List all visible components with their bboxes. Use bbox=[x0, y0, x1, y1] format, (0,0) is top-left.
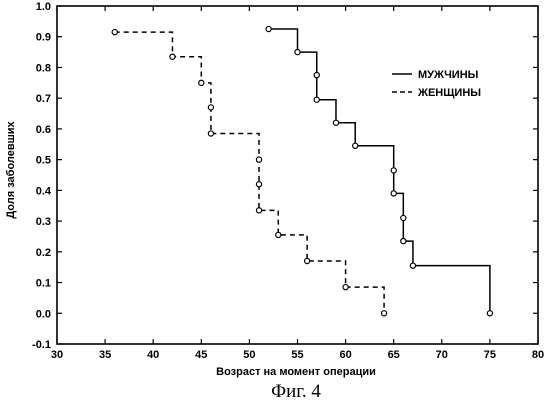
x-tick-label: 30 bbox=[51, 349, 63, 361]
men-point bbox=[313, 71, 320, 79]
series-line-women bbox=[114, 31, 385, 314]
men-point bbox=[265, 25, 272, 33]
axes: 30 35 40 45 50 55 60 65 70 75 80 -0.1 0.0 0.1 0.2 0.3 0.… bbox=[32, 1, 544, 361]
plot-frame bbox=[56, 5, 539, 345]
men-point bbox=[409, 262, 417, 269]
women-point bbox=[275, 231, 282, 239]
y-tick-label: 0.2 bbox=[36, 247, 51, 259]
y-tick-label: 0.7 bbox=[36, 93, 51, 105]
x-tick-label: 75 bbox=[484, 349, 496, 361]
legend-label-men: МУЖЧИНЫ bbox=[418, 69, 479, 81]
x-tick-label: 45 bbox=[195, 349, 207, 361]
series-line-men bbox=[268, 28, 491, 314]
women-point bbox=[303, 257, 311, 265]
men-point bbox=[400, 237, 407, 245]
y-tick-label: 0.0 bbox=[36, 308, 51, 320]
series bbox=[111, 25, 494, 317]
y-tick-label: 0.6 bbox=[36, 124, 51, 136]
men-point bbox=[400, 214, 407, 222]
women-point bbox=[380, 310, 388, 317]
men-point bbox=[390, 167, 397, 174]
x-tick-label: 50 bbox=[243, 349, 255, 361]
women-point bbox=[255, 207, 263, 214]
women-point bbox=[207, 104, 215, 111]
x-tick-label: 70 bbox=[436, 349, 448, 361]
men-point bbox=[390, 190, 397, 197]
women-point bbox=[255, 156, 263, 163]
y-tick-label: 0.5 bbox=[36, 155, 51, 167]
y-tick-label: 0.1 bbox=[36, 278, 51, 290]
women-point bbox=[111, 28, 118, 36]
men-point bbox=[313, 96, 320, 103]
x-tick-label: 65 bbox=[388, 349, 400, 361]
y-tick-label: 0.3 bbox=[36, 216, 51, 228]
women-point bbox=[342, 283, 349, 291]
women-point bbox=[255, 181, 263, 188]
men-point bbox=[486, 310, 494, 317]
legend: МУЖЧИНЫ ЖЕНЩИНЫ bbox=[392, 69, 481, 99]
men-point bbox=[352, 142, 359, 150]
x-tick-label: 35 bbox=[99, 349, 111, 361]
y-tick-label: 0.4 bbox=[36, 185, 52, 197]
figure-caption: Фиг. 4 bbox=[271, 381, 321, 402]
women-point bbox=[207, 130, 215, 137]
women-point bbox=[198, 79, 205, 87]
women-point bbox=[169, 53, 176, 60]
x-tick-label: 55 bbox=[291, 349, 303, 361]
x-tick-label: 40 bbox=[147, 349, 159, 361]
x-tick-label: 60 bbox=[339, 349, 351, 361]
y-tick-label: -0.1 bbox=[32, 339, 51, 351]
x-tick-label: 80 bbox=[532, 349, 544, 361]
x-axis-title: Возраст на момент операции bbox=[216, 366, 376, 378]
y-tick-label: 0.9 bbox=[36, 32, 51, 44]
legend-label-women: ЖЕНЩИНЫ bbox=[417, 87, 481, 99]
y-tick-label: 0.8 bbox=[36, 62, 51, 74]
y-axis-title: Доля заболевших bbox=[5, 120, 17, 218]
men-point bbox=[332, 119, 340, 126]
men-point bbox=[294, 48, 301, 56]
y-tick-label: 1.0 bbox=[36, 1, 51, 13]
